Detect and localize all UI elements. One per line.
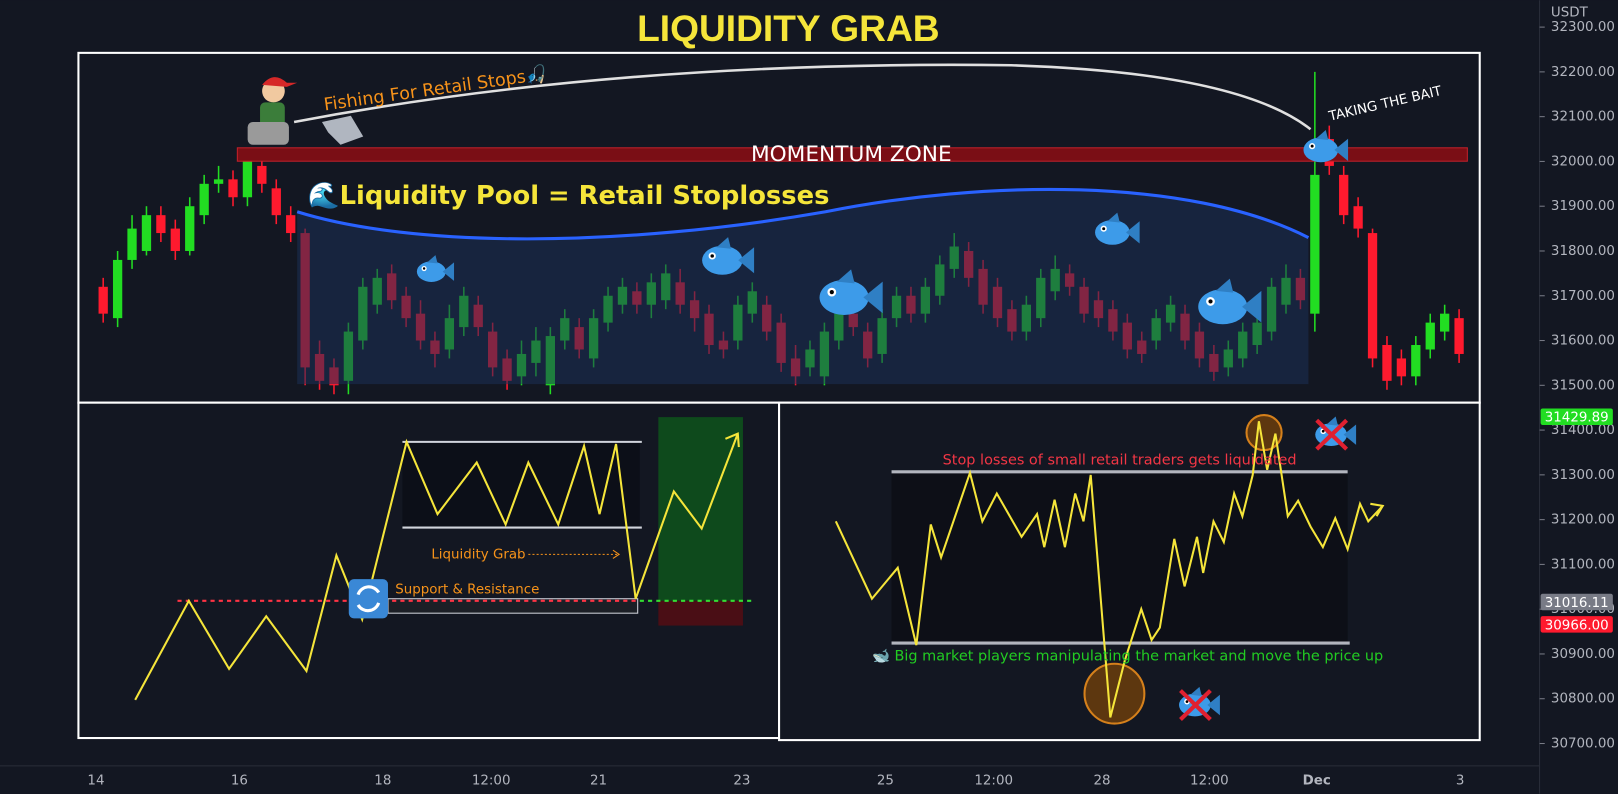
candle-body — [228, 179, 238, 198]
y-tick-label: 30800.00 — [1551, 692, 1615, 707]
candle-body — [185, 206, 195, 251]
sweep-circle — [1083, 662, 1146, 725]
whales-label: 🐋 Big market players manipulating the ma… — [872, 648, 1383, 665]
momentum-zone — [236, 147, 1468, 162]
fishing-rod — [293, 63, 1312, 131]
candle-body — [271, 188, 281, 216]
candle-body — [1353, 206, 1363, 229]
candle-body — [1339, 174, 1349, 216]
candle-body — [1411, 345, 1421, 377]
candle-body — [257, 165, 267, 184]
stops-label: Stop losses of small retail traders gets… — [943, 452, 1297, 468]
candle-body — [1396, 358, 1407, 377]
price-label: 30966.00 — [1545, 618, 1609, 633]
y-tick-label: 31600.00 — [1551, 334, 1615, 349]
x-tick-label: 12:00 — [472, 773, 511, 788]
stop-box — [658, 600, 743, 626]
y-tick-label: 31400.00 — [1551, 423, 1615, 438]
y-tick-label: 31800.00 — [1551, 244, 1615, 259]
candle-body — [286, 215, 296, 234]
chart-title: LIQUIDITY GRAB — [637, 7, 940, 49]
y-tick-label: 32200.00 — [1551, 65, 1615, 80]
currency: USDT — [1551, 6, 1589, 21]
icon — [348, 579, 388, 619]
x-tick-label: 12:00 — [974, 773, 1013, 788]
pool-label: 🌊Liquidity Pool = Retail Stoplosses — [308, 180, 830, 211]
x-tick-label: 28 — [1094, 773, 1111, 788]
momentum-label: MOMENTUM ZONE — [751, 142, 952, 167]
target-box — [658, 417, 743, 601]
candle-body — [141, 215, 152, 251]
price-label: 31016.11 — [1545, 596, 1609, 611]
y-tick-label: 31300.00 — [1551, 468, 1615, 483]
x-tick-label: Dec — [1303, 773, 1331, 788]
candle-body — [199, 183, 209, 216]
price-label-box — [1540, 593, 1613, 611]
liquidity-pool-line — [296, 187, 1310, 241]
candle-body — [98, 286, 108, 314]
fisherman — [247, 77, 364, 145]
candle-body — [112, 259, 123, 319]
y-tick-label: 30700.00 — [1551, 737, 1615, 752]
candle-body — [1367, 233, 1378, 359]
crossed-fish — [1179, 416, 1357, 721]
liquidity-pool-area — [297, 189, 1309, 385]
price-sketch — [134, 433, 739, 701]
y-tick-label: 31500.00 — [1551, 378, 1615, 393]
y-tick-label: 31200.00 — [1551, 513, 1615, 528]
candle-body — [1382, 345, 1392, 381]
x-tick-label: 25 — [877, 773, 894, 788]
axes: 32300.00 32200.00 32100.00 32000.00 31900.00… — [87, 20, 1614, 788]
range-box-2 — [891, 471, 1348, 644]
x-tick-label: 23 — [733, 773, 750, 788]
grab-label: Liquidity Grab — [431, 547, 525, 562]
y-tick-label: 31100.00 — [1551, 557, 1615, 572]
price-label-box — [1540, 616, 1613, 633]
price-label: 31429.89 — [1545, 411, 1609, 426]
candle-body — [1425, 322, 1435, 350]
y-tick-label: 32000.00 — [1551, 154, 1615, 169]
candle-body — [1454, 318, 1464, 354]
candle-body — [170, 228, 180, 251]
support-label: Support & Resistance — [395, 582, 539, 597]
candle-body — [242, 161, 253, 198]
y-tick-label: 32100.00 — [1551, 110, 1615, 125]
candle-body — [156, 215, 166, 234]
candle-body — [213, 179, 224, 184]
x-tick-label: 12:00 — [1190, 773, 1229, 788]
y-tick-label: 32300.00 — [1551, 20, 1615, 35]
price-label-box — [1540, 408, 1613, 425]
x-tick-label: 14 — [87, 773, 104, 788]
y-tick-label: 31700.00 — [1551, 289, 1615, 304]
price-sketch-2 — [834, 421, 1384, 718]
x-tick-label: 21 — [590, 773, 607, 788]
candle-body — [1440, 313, 1450, 332]
x-tick-label: 16 — [231, 773, 248, 788]
candle-body — [1310, 174, 1320, 314]
y-tick-label: 30900.00 — [1551, 647, 1615, 662]
y-tick-label: 31900.00 — [1551, 199, 1615, 214]
x-tick-label: 18 — [374, 773, 391, 788]
candle-body — [127, 228, 137, 260]
x-tick-label: 3 — [1456, 773, 1465, 788]
